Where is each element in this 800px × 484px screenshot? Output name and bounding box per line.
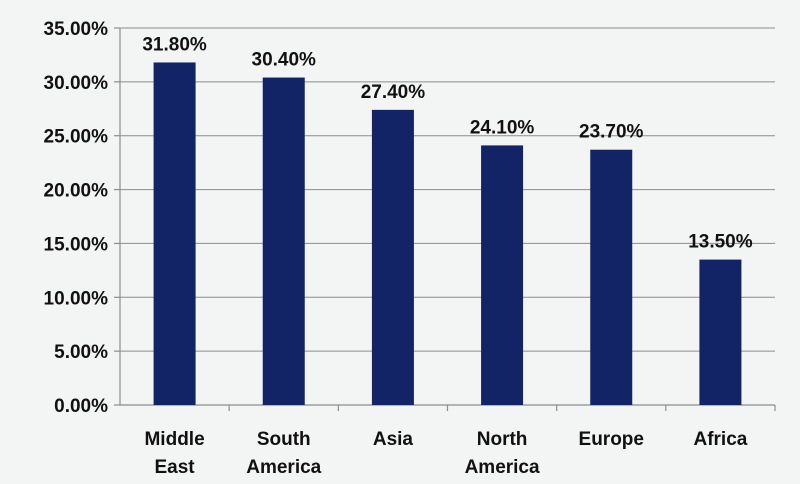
labels: 0.00% 5.00% 10.00% 15.00% 20.00% 25.00% 30.00%… <box>44 19 753 478</box>
category-label: America <box>246 457 321 478</box>
category-label: East <box>155 457 196 478</box>
data-label: 27.40% <box>361 82 426 103</box>
category-label: North <box>477 429 528 450</box>
category-label: Asia <box>373 429 414 450</box>
y-tick-label: 0.00% <box>54 396 108 417</box>
y-tick-label: 35.00% <box>44 19 109 40</box>
data-label: 31.80% <box>142 34 207 55</box>
bar <box>262 77 305 405</box>
category-label: Europe <box>579 429 644 450</box>
data-label: 23.70% <box>579 122 644 143</box>
bar <box>590 149 633 405</box>
category-label: America <box>465 457 540 478</box>
category-label: South <box>257 429 311 450</box>
bar <box>153 62 196 406</box>
data-label: 24.10% <box>470 117 535 138</box>
y-tick-label: 30.00% <box>44 73 109 94</box>
data-label: 13.50% <box>688 232 753 253</box>
y-tick-label: 10.00% <box>44 288 109 309</box>
bar <box>699 259 742 405</box>
y-tick-label: 25.00% <box>44 127 109 148</box>
y-tick-label: 20.00% <box>44 181 109 202</box>
gridlines <box>120 27 775 352</box>
bars <box>153 62 742 406</box>
bar <box>481 145 524 405</box>
y-tick-label: 15.00% <box>44 234 109 255</box>
y-tick-label: 5.00% <box>54 342 108 363</box>
bar <box>371 109 414 405</box>
category-label: Middle <box>144 429 204 450</box>
data-label: 30.40% <box>252 50 317 71</box>
category-label: Africa <box>693 429 747 450</box>
axes <box>114 27 776 411</box>
